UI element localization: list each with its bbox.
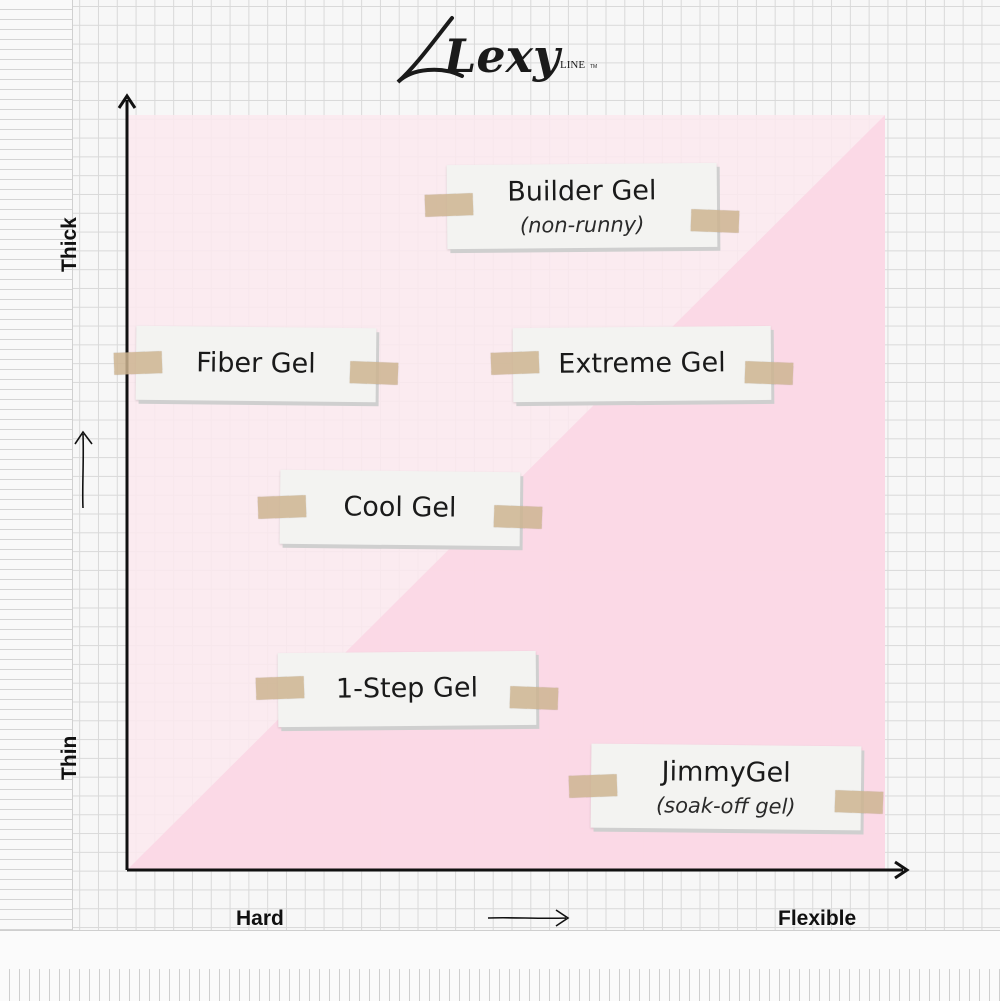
tape-strip-left [113,351,163,375]
tape-strip-left [568,774,618,798]
gel-card: Builder Gel (non-runny) [446,162,718,249]
x-axis-arrowhead [894,860,910,880]
gel-name: 1-Step Gel [336,672,479,705]
lexy-logo-icon: Lexy LINE TM [396,16,597,84]
y-direction-arrow-icon [74,430,93,509]
tape-strip-right [745,361,794,385]
y-axis-min-label: Thin [58,735,81,780]
tape-strip-right [493,504,543,529]
gel-name: JimmyGel [661,756,791,789]
gel-name: Fiber Gel [195,347,316,380]
gel-card: Fiber Gel [135,325,377,403]
gel-name: Cool Gel [343,491,457,524]
tape-strip-left [491,351,540,375]
brand-logo: Lexy LINE TM [392,10,622,110]
gel-name: Builder Gel [506,175,657,208]
tape-strip-left [256,675,305,700]
gel-note: (non-runny) [519,211,645,238]
gel-name: Extreme Gel [558,347,727,380]
tape-strip-right [834,790,884,814]
y-axis-arrowhead [117,93,137,109]
gel-card: Cool Gel [279,469,521,546]
y-axis-max-label: Thick [58,217,81,272]
gel-card: 1-Step Gel [278,650,537,727]
gel-note: (soak-off gel) [655,793,796,819]
logo-suffix: LINE [560,59,585,71]
x-direction-arrow-icon [487,909,570,927]
gel-card: Extreme Gel [513,326,772,403]
x-axis-min-label: Hard [236,907,284,930]
x-axis-max-label: Flexible [778,907,857,930]
logo-trademark: TM [590,64,597,70]
tape-strip-right [349,361,399,385]
bottom-ruler [0,930,1000,1001]
logo-wordmark: Lexy [442,29,563,83]
left-ruler [0,0,73,930]
tape-strip-left [424,192,474,217]
gel-card: JimmyGel (soak-off gel) [590,743,862,831]
tape-strip-right [690,208,740,233]
tape-strip-left [257,494,307,519]
tape-strip-right [510,685,559,710]
